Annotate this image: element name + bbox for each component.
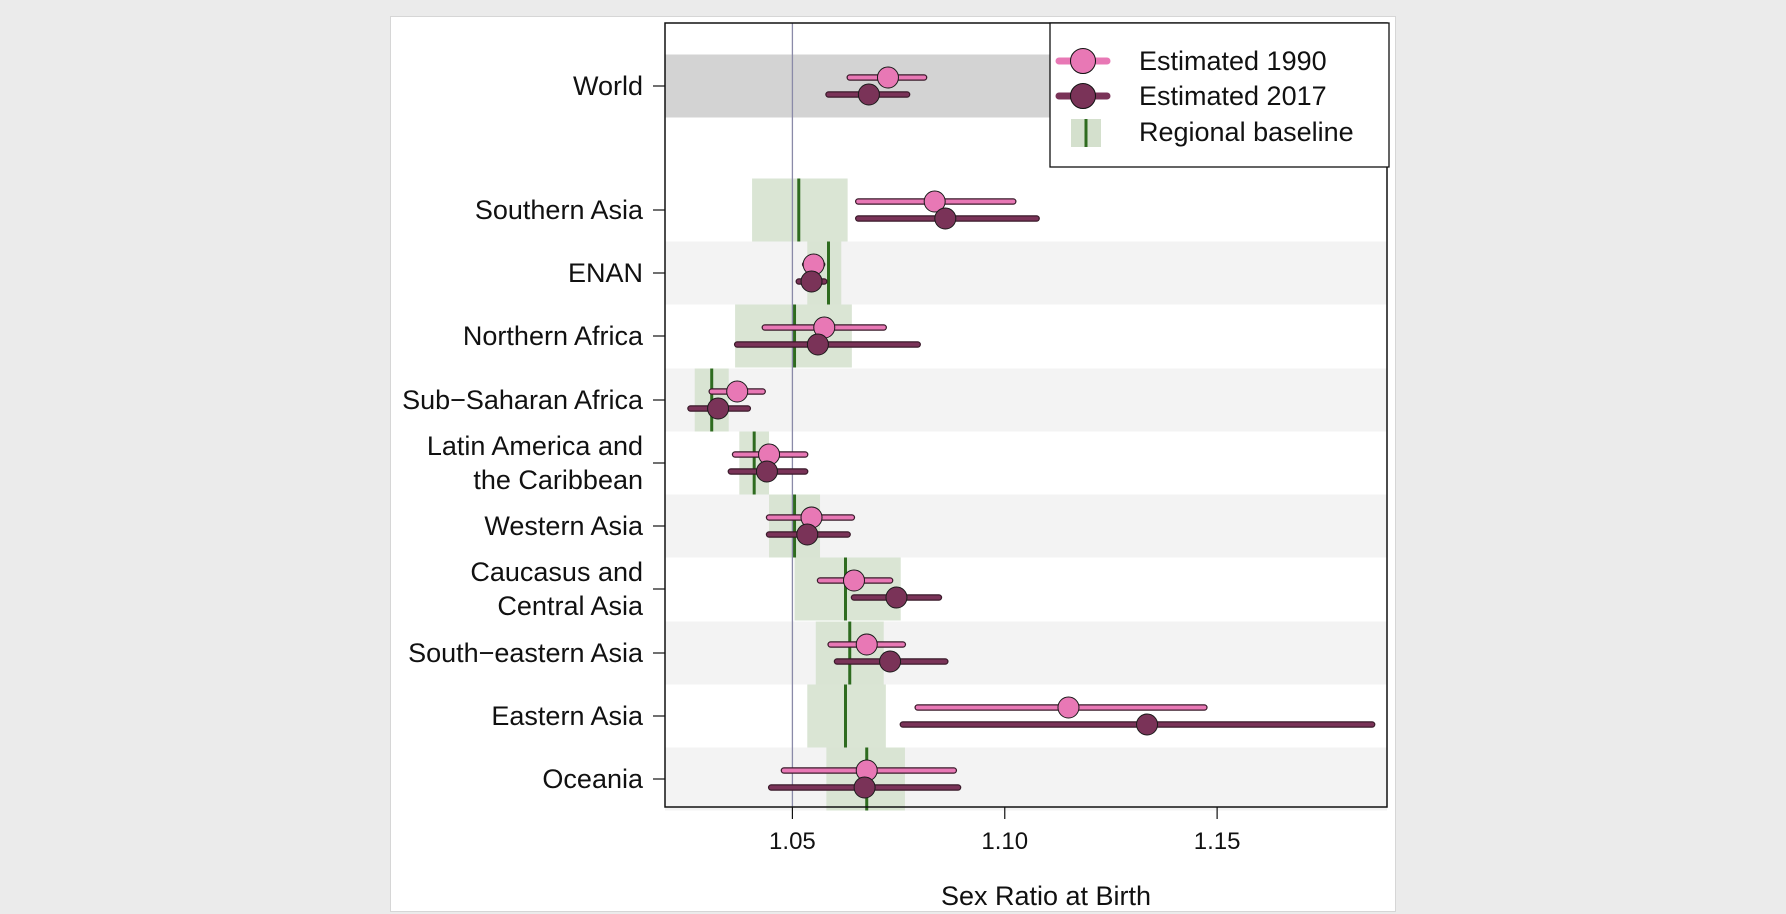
point-2017-caucasus-and-central-asia — [885, 586, 908, 609]
region-label-northern-africa: Northern Africa — [463, 321, 644, 351]
plot-frame-layer — [664, 22, 1388, 808]
point-1990-south-eastern-asia — [855, 633, 878, 656]
legend-1990-label: Estimated 1990 — [1139, 46, 1327, 76]
x-tick-label-1: 1.10 — [981, 828, 1028, 855]
baseline-layer — [694, 178, 905, 811]
estimate-marks-layer — [687, 66, 1376, 799]
region-label-world: World — [573, 71, 643, 101]
point-2017-world — [857, 83, 880, 106]
point-1990-world — [876, 66, 899, 89]
legend-baseline-label: Regional baseline — [1139, 117, 1354, 147]
plot-frame — [664, 22, 1388, 808]
point-1990-southern-asia — [923, 190, 946, 213]
point-1990-eastern-asia — [1057, 696, 1080, 719]
point-2017-southern-asia — [934, 207, 957, 230]
point-2017-sub-saharan-africa — [707, 397, 730, 420]
region-label-sub-saharan-africa: Sub−Saharan Africa — [402, 385, 644, 415]
region-label-caucasus-and-central-asia-line-2: Central Asia — [497, 591, 644, 621]
region-label-south-eastern-asia: South−eastern Asia — [408, 638, 644, 668]
region-label-eastern-asia: Eastern Asia — [491, 701, 644, 731]
region-label-latin-america-and-the-caribbean-line-2: the Caribbean — [473, 465, 643, 495]
x-axis-title: Sex Ratio at Birth — [941, 881, 1151, 911]
x-tick-label-2: 1.15 — [1194, 828, 1241, 855]
row-shade-south-eastern-asia — [665, 621, 1387, 685]
legend-item-1990: Estimated 1990 — [1055, 46, 1327, 76]
legend-2017-label: Estimated 2017 — [1139, 81, 1327, 111]
legend-item-2017: Estimated 2017 — [1055, 81, 1327, 111]
legend-2017-marker — [1070, 83, 1096, 109]
legend-item-baseline: Regional baseline — [1071, 117, 1354, 147]
region-label-southern-asia: Southern Asia — [475, 195, 644, 225]
region-label-western-asia: Western Asia — [484, 511, 644, 541]
x-tick-label-0: 1.05 — [769, 828, 816, 855]
point-2017-enan — [800, 270, 823, 293]
row-shade-oceania — [665, 747, 1387, 811]
background-bands — [665, 54, 1387, 811]
point-2017-south-eastern-asia — [879, 650, 902, 673]
region-label-caucasus-and-central-asia-line-1: Caucasus and — [470, 557, 643, 587]
point-1990-sub-saharan-africa — [726, 380, 749, 403]
point-2017-latin-america-and-the-caribbean — [755, 460, 778, 483]
chart-svg: World Southern Asia ENAN Northern Africa Sub… — [402, 22, 1390, 911]
row-shade-sub-saharan-africa — [665, 368, 1387, 432]
point-1990-caucasus-and-central-asia — [842, 569, 865, 592]
row-shade-enan — [665, 241, 1387, 305]
point-2017-oceania — [853, 776, 876, 799]
x-axis: Sex Ratio at Birth 1.05 1.10 1.15 — [769, 807, 1240, 911]
point-2017-eastern-asia — [1136, 713, 1159, 736]
region-label-oceania: Oceania — [542, 764, 644, 794]
point-2017-western-asia — [796, 523, 819, 546]
legend-1990-marker — [1070, 48, 1096, 74]
region-label-latin-america-and-the-caribbean-line-1: Latin America and — [427, 431, 643, 461]
point-2017-northern-africa — [806, 333, 829, 356]
legend: Estimated 1990 Estimated 2017 Regional b… — [1049, 22, 1390, 168]
region-label-enan: ENAN — [568, 258, 643, 288]
chart-figure: World Southern Asia ENAN Northern Africa Sub… — [390, 16, 1396, 912]
region-labels: World Southern Asia ENAN Northern Africa Sub… — [402, 71, 665, 794]
